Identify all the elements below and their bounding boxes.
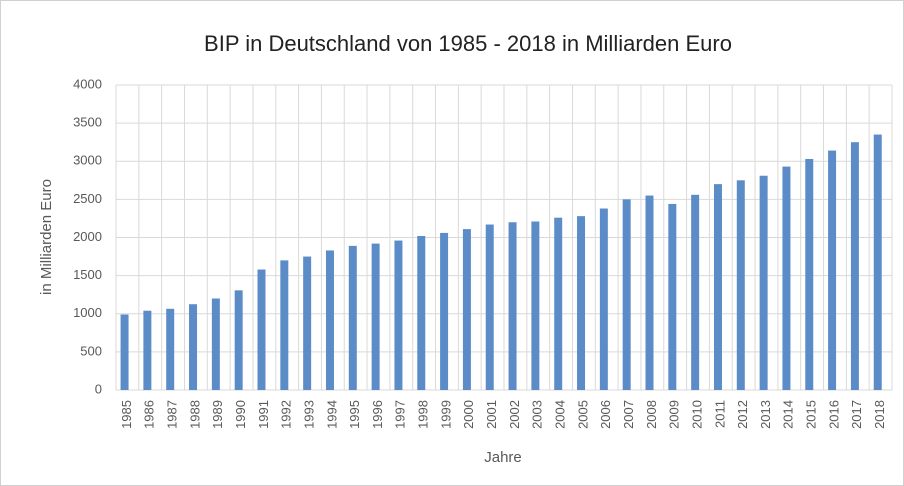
bar: [782, 166, 791, 390]
y-tick-label: 500: [80, 343, 102, 358]
x-tick-label: 2010: [689, 400, 704, 429]
x-tick-label: 1989: [210, 400, 225, 429]
x-tick-label: 1986: [142, 400, 157, 429]
x-tick-label: 1992: [279, 400, 294, 429]
x-tick-label: 2000: [461, 400, 476, 429]
bar: [234, 290, 243, 390]
x-tick-label: 1999: [438, 400, 453, 429]
x-tick-label: 2018: [872, 400, 887, 429]
x-tick-label: 1987: [164, 400, 179, 429]
bar: [622, 199, 631, 390]
bar: [303, 256, 312, 390]
bar: [759, 175, 768, 390]
x-tick-label: 1998: [416, 400, 431, 429]
x-tick-label: 2012: [735, 400, 750, 429]
x-tick-label: 2008: [644, 400, 659, 429]
bar: [440, 232, 449, 390]
bar: [394, 240, 403, 390]
y-tick-label: 4000: [73, 76, 102, 91]
y-tick-label: 3500: [73, 115, 102, 130]
x-tick-label: 2002: [507, 400, 522, 429]
x-tick-label: 2011: [712, 400, 727, 428]
y-tick-label: 2000: [73, 229, 102, 244]
x-tick-label: 2003: [530, 400, 545, 429]
bar: [713, 184, 722, 390]
y-tick-label: 1500: [73, 267, 102, 282]
bar: [462, 229, 471, 390]
x-axis-label: Jahre: [484, 449, 522, 466]
y-tick-label: 1000: [73, 305, 102, 320]
bar: [599, 208, 608, 390]
x-tick-label: 2013: [758, 400, 773, 429]
bar: [348, 245, 357, 390]
bar: [873, 134, 882, 390]
y-tick-label: 0: [95, 381, 102, 396]
y-tick-label: 3000: [73, 153, 102, 168]
x-tick-label: 2017: [849, 400, 864, 429]
x-tick-label: 1993: [301, 400, 316, 429]
x-tick-label: 2004: [552, 400, 567, 429]
bar: [325, 250, 334, 390]
bar: [280, 260, 289, 390]
bar: [166, 308, 175, 390]
x-tick-label: 1996: [370, 400, 385, 429]
bar: [417, 235, 426, 390]
bar: [371, 243, 380, 390]
bar: [577, 216, 586, 390]
bar: [645, 195, 654, 390]
bar: [257, 269, 266, 390]
x-tick-label: 1995: [347, 400, 362, 429]
x-tick-label: 2014: [781, 400, 796, 429]
bar: [189, 304, 198, 390]
x-tick-label: 1985: [119, 400, 134, 429]
bar: [120, 314, 129, 390]
x-tick-label: 2009: [667, 400, 682, 429]
bar: [805, 158, 814, 390]
y-tick-label: 2500: [73, 191, 102, 206]
bar: [736, 180, 745, 390]
bar: [691, 194, 700, 390]
x-tick-label: 2006: [598, 400, 613, 429]
bar: [485, 224, 494, 390]
x-tick-label: 1988: [187, 400, 202, 429]
x-tick-label: 1994: [324, 400, 339, 429]
x-tick-label: 2001: [484, 400, 499, 429]
bar: [211, 298, 220, 390]
bar: [554, 217, 563, 390]
x-tick-label: 1990: [233, 400, 248, 429]
bar: [668, 203, 677, 390]
y-axis-label: in Milliarden Euro: [38, 179, 55, 295]
bar: [508, 222, 517, 390]
x-tick-label: 2005: [575, 400, 590, 429]
bar: [828, 150, 837, 390]
chart-title: BIP in Deutschland von 1985 - 2018 in Mi…: [204, 31, 732, 56]
x-tick-label: 2007: [621, 400, 636, 429]
x-tick-label: 2016: [826, 400, 841, 429]
x-tick-label: 1991: [256, 400, 271, 429]
x-tick-label: 1997: [393, 400, 408, 429]
bar: [531, 221, 540, 390]
bar: [850, 142, 859, 390]
x-tick-label: 2015: [804, 400, 819, 429]
bar: [143, 310, 152, 390]
